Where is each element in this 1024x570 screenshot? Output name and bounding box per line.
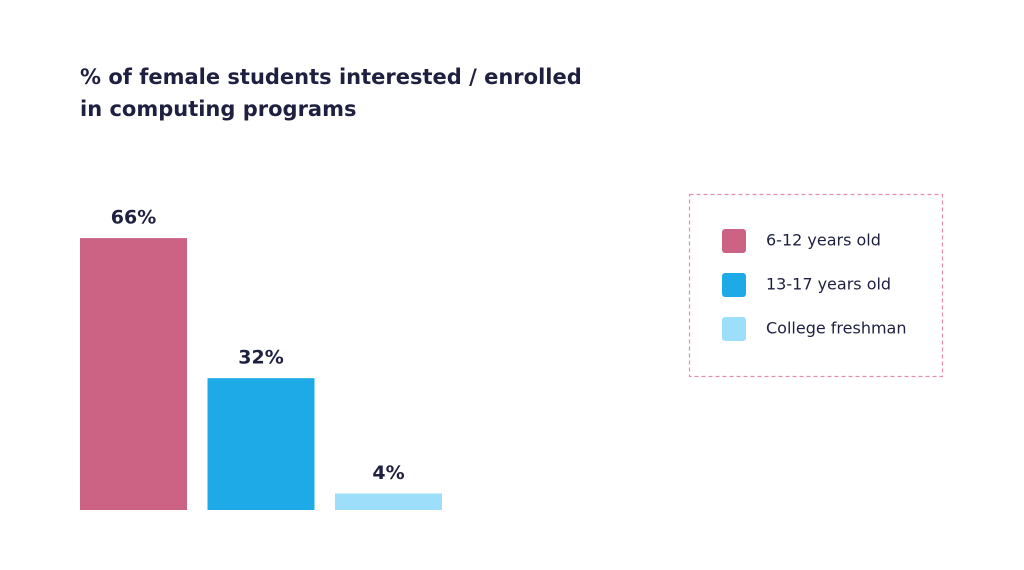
legend-label: College freshman — [766, 319, 907, 338]
legend-label: 13-17 years old — [766, 275, 891, 294]
legend-swatch — [722, 229, 746, 253]
value-label: 32% — [238, 347, 283, 369]
chart-title: in computing programs — [80, 97, 357, 121]
legend-box — [688, 193, 944, 378]
legend-swatch — [722, 317, 746, 341]
legend-label: 6-12 years old — [766, 231, 881, 250]
bar — [207, 378, 315, 510]
value-label: 4% — [372, 462, 404, 484]
bar — [335, 493, 442, 510]
bar — [80, 238, 187, 510]
chart-title: % of female students interested / enroll… — [80, 65, 582, 89]
legend-swatch — [722, 273, 746, 297]
value-label: 66% — [111, 207, 156, 229]
